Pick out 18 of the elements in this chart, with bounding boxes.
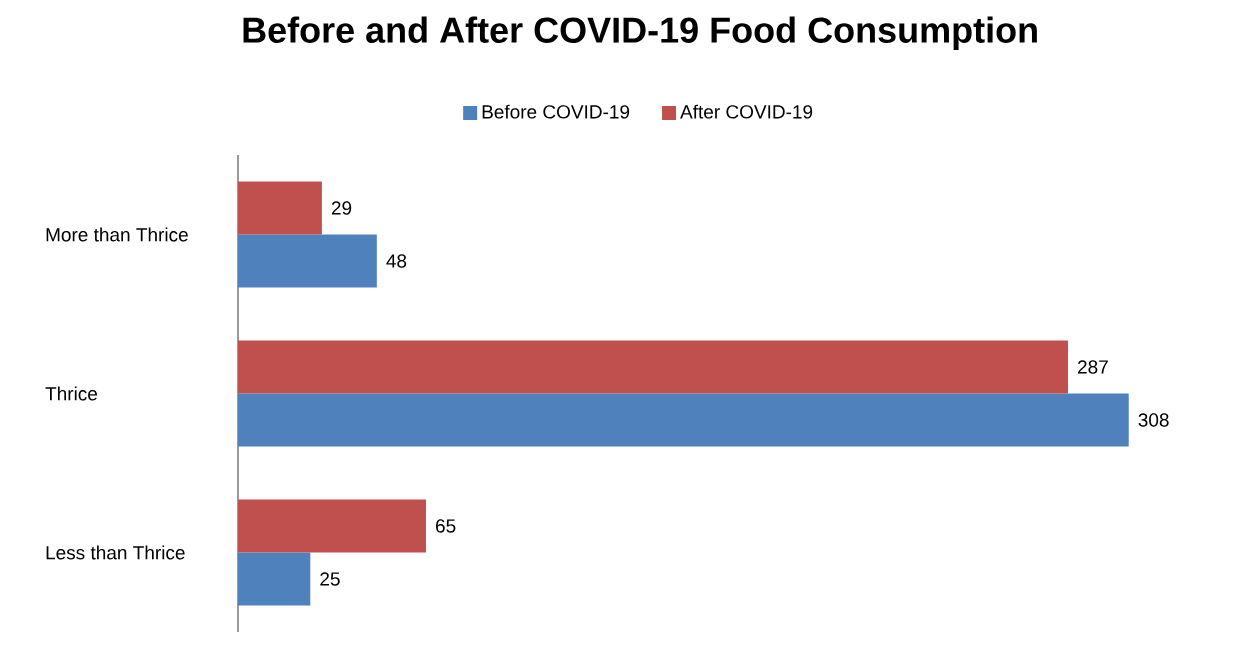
legend-label: Before COVID-19 — [482, 104, 630, 119]
chart-title: Before and After COVID-19 Food Consumption — [243, 16, 1037, 51]
data-label: 29 — [331, 201, 352, 215]
data-label: 308 — [1138, 413, 1169, 427]
y-tick-label: Less than Thrice — [46, 545, 185, 560]
bar — [238, 499, 426, 553]
bar — [238, 552, 311, 606]
bar — [238, 234, 377, 288]
data-label: 287 — [1078, 360, 1108, 374]
data-label: 65 — [436, 519, 456, 533]
bar — [238, 181, 322, 235]
data-label: 25 — [320, 572, 340, 586]
data-label: 48 — [386, 254, 407, 268]
y-tick-label: More than Thrice — [46, 227, 188, 242]
y-tick-label: Thrice — [45, 386, 98, 401]
legend-label: After COVID-19 — [680, 104, 813, 119]
bar — [238, 340, 1068, 394]
bar — [238, 393, 1129, 447]
